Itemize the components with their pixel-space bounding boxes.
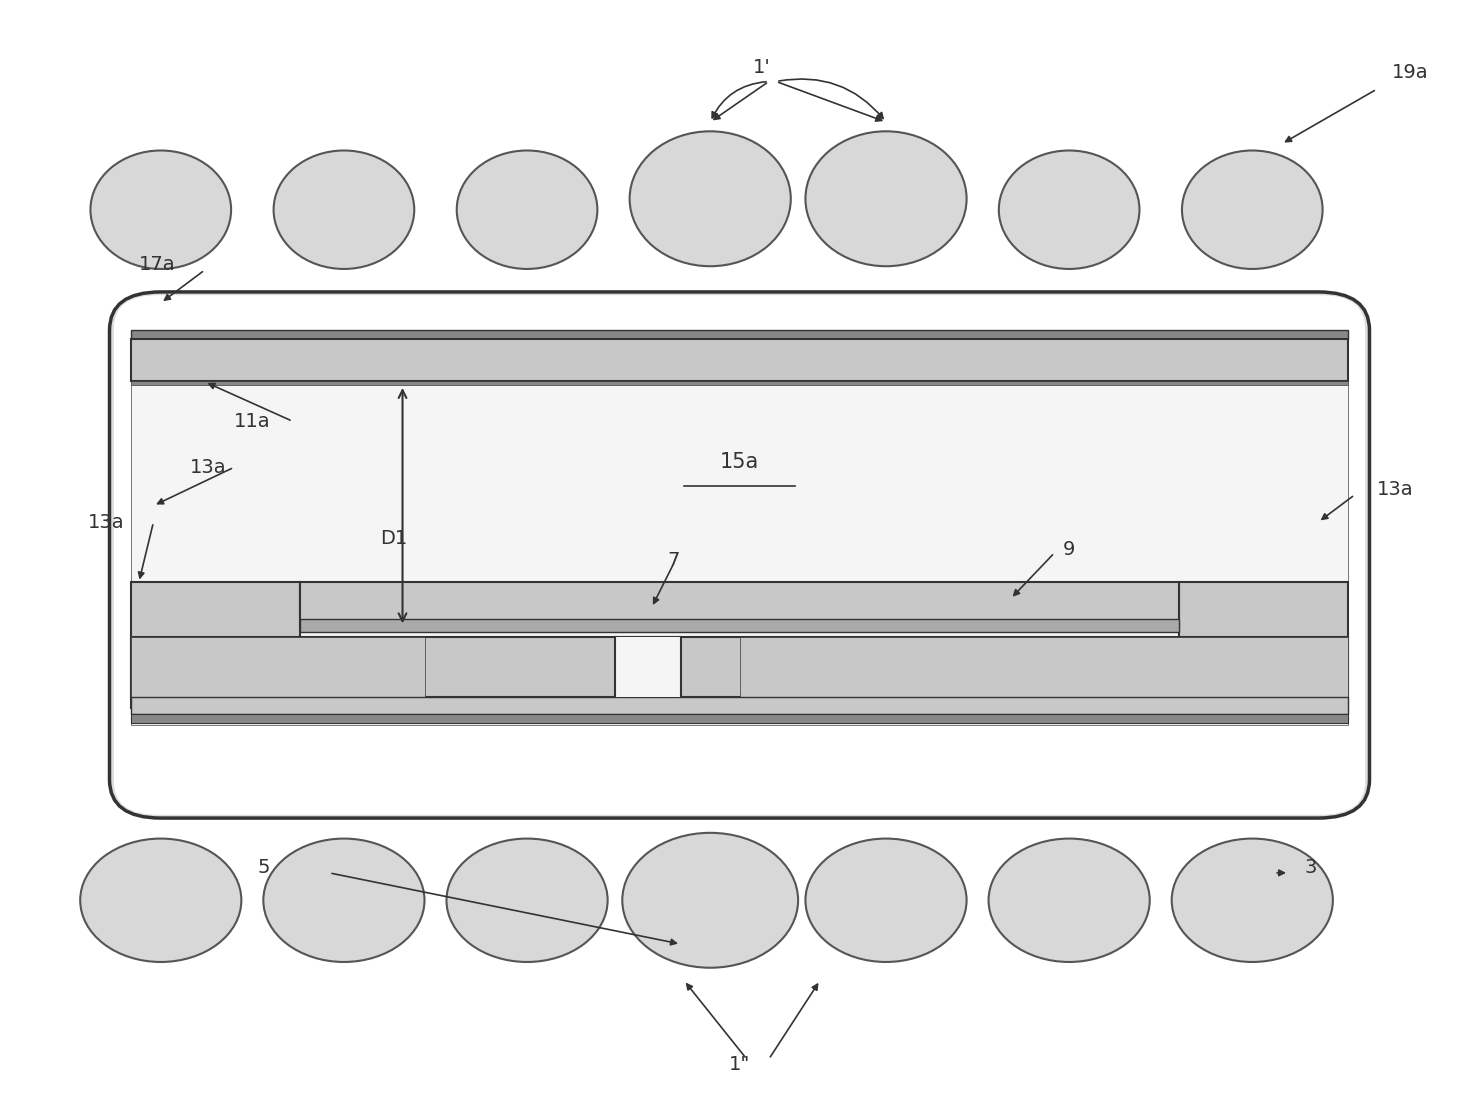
FancyBboxPatch shape: [109, 292, 1370, 818]
Bar: [740, 637, 1347, 697]
Ellipse shape: [806, 131, 967, 266]
Bar: [132, 697, 1347, 714]
Text: 7: 7: [667, 551, 680, 569]
Ellipse shape: [80, 838, 241, 962]
Ellipse shape: [998, 151, 1139, 269]
Text: 19a: 19a: [1392, 63, 1429, 82]
Text: 1": 1": [729, 1056, 750, 1074]
Bar: [132, 637, 424, 697]
Bar: [132, 583, 300, 708]
Ellipse shape: [457, 151, 598, 269]
Bar: [132, 339, 1347, 381]
Bar: [615, 637, 680, 697]
Text: D1: D1: [380, 529, 408, 548]
Text: 9: 9: [1063, 541, 1075, 559]
Ellipse shape: [806, 838, 967, 962]
Text: 5: 5: [257, 858, 269, 877]
Bar: [132, 385, 1347, 725]
Text: 15a: 15a: [720, 452, 759, 472]
Bar: [1179, 583, 1347, 708]
Text: 11a: 11a: [234, 412, 271, 431]
Ellipse shape: [274, 151, 414, 269]
Text: 3: 3: [1304, 858, 1318, 877]
Bar: [300, 618, 1179, 632]
Ellipse shape: [630, 131, 791, 266]
Ellipse shape: [1182, 151, 1322, 269]
Text: 17a: 17a: [139, 255, 176, 274]
Text: 1': 1': [753, 58, 771, 77]
Bar: [132, 381, 1347, 385]
Text: 13a: 13a: [1377, 480, 1414, 498]
Ellipse shape: [90, 151, 231, 269]
Ellipse shape: [988, 838, 1149, 962]
Bar: [300, 583, 1179, 626]
Bar: [132, 331, 1347, 339]
Text: 13a: 13a: [87, 513, 124, 532]
Ellipse shape: [447, 838, 608, 962]
Ellipse shape: [1171, 838, 1333, 962]
FancyBboxPatch shape: [114, 295, 1365, 815]
Ellipse shape: [263, 838, 424, 962]
Ellipse shape: [623, 832, 799, 968]
Bar: [132, 714, 1347, 723]
Text: 13a: 13a: [191, 457, 226, 477]
Bar: [132, 637, 1347, 697]
